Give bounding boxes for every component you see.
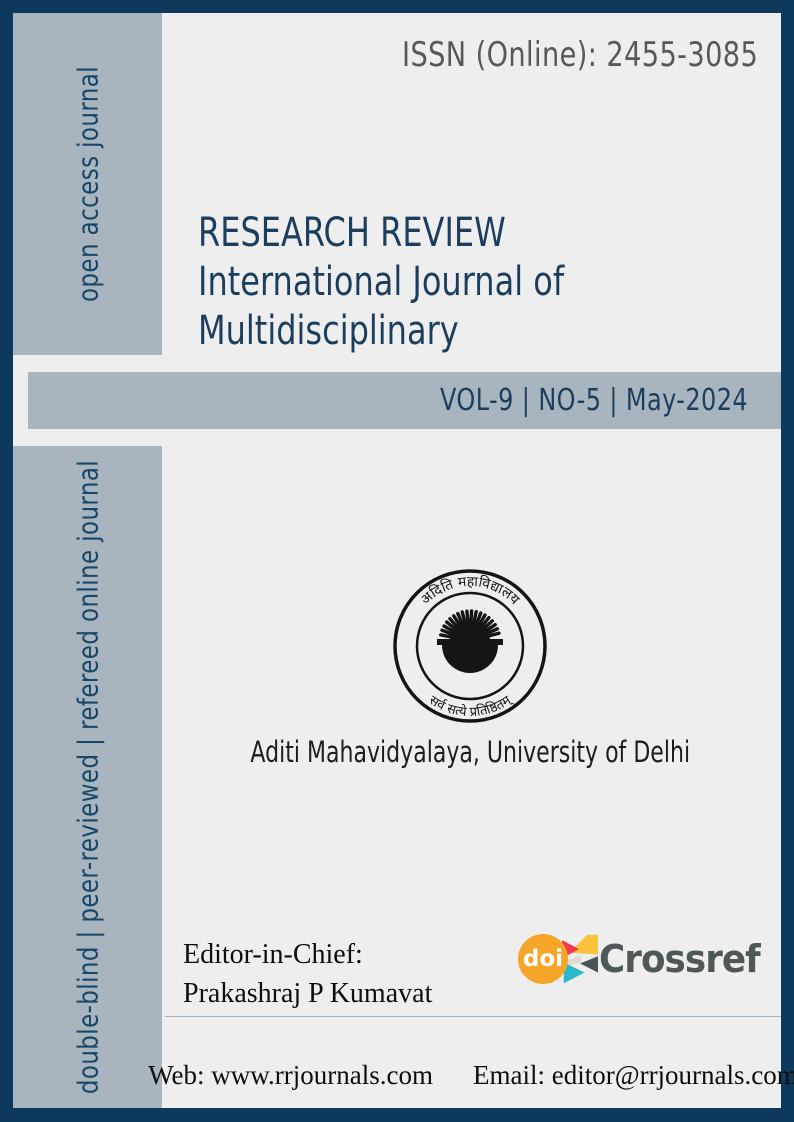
college-seal-logo: अदिति महाविद्यालय सर्व सत्ये प्रतिष्ठितम… [393,569,547,723]
editor-block: Editor-in-Chief: Prakashraj P Kumavat [183,935,432,1013]
seal-bar [437,639,503,645]
journal-title-line1: RESEARCH REVIEW [198,210,506,256]
footer-web: Web: www.rrjournals.com [148,1059,433,1090]
footer-contacts: Web: www.rrjournals.com Email: editor@rr… [148,1049,794,1101]
journal-title: RESEARCH REVIEW International Journal of… [198,209,564,356]
cover-canvas: open access journal double-blind | peer-… [13,13,794,1108]
doi-label: doi [522,946,564,972]
issue-banner: VOL-9 | NO-5 | May-2024 [28,372,781,429]
editor-name: Prakashraj P Kumavat [183,978,433,1009]
issue-banner-label: VOL-9 | NO-5 | May-2024 [439,383,748,418]
institution-name: Aditi Mahavidyalaya, University of Delhi [250,735,690,769]
editor-label: Editor-in-Chief: [183,939,363,970]
crossref-wordmark: Crossref [599,937,761,981]
footer-divider-rule [165,1016,781,1017]
journal-title-line2: International Journal of [198,259,565,305]
sidebar-open-access-bar: open access journal [13,13,162,355]
crossref-logo: doi Crossref [518,928,770,990]
seal-inner-ring [415,591,525,701]
journal-title-line3: Multidisciplinary [198,308,459,354]
open-access-label: open access journal [71,65,104,303]
seal-crown-core [450,621,490,641]
peer-review-label: double-blind | peer-reviewed | refereed … [71,459,104,1095]
seal-bowl [442,645,498,673]
seal-outer-ring [393,569,547,723]
footer-email: Email: editor@rrjournals.com [473,1059,794,1090]
issn-online: ISSN (Online): 2455-3085 [401,35,758,75]
sidebar-peer-review-bar: double-blind | peer-reviewed | refereed … [13,446,162,1108]
doi-badge-icon: doi [518,934,568,984]
